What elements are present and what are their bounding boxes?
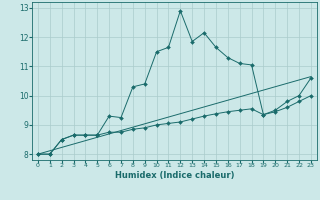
- X-axis label: Humidex (Indice chaleur): Humidex (Indice chaleur): [115, 171, 234, 180]
